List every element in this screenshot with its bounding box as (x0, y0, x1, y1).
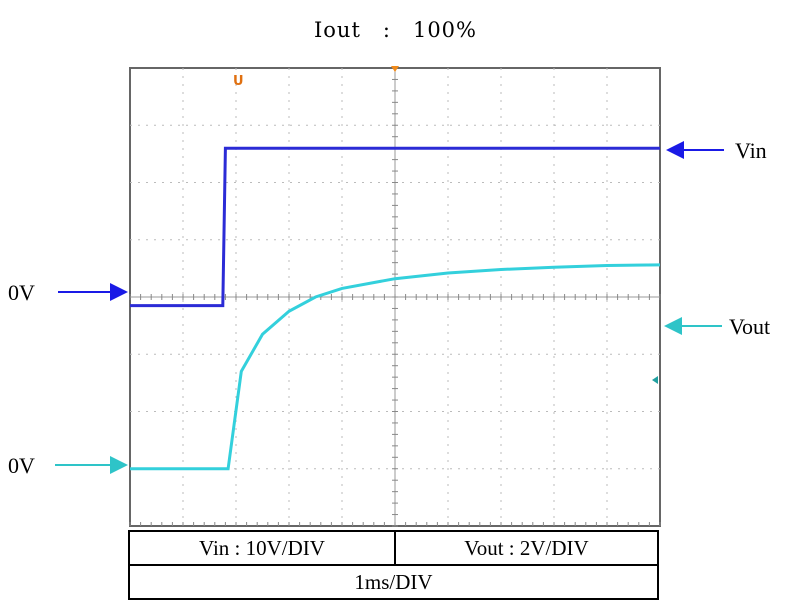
right-level-marker (652, 376, 658, 384)
trigger-label: U (233, 74, 244, 89)
vin-zero-label: 0V (8, 280, 35, 305)
vin-trace (130, 146, 660, 308)
vin-arrowhead (666, 141, 684, 159)
scale-table: Vin : 10V/DIV Vout : 2V/DIV 1ms/DIV (128, 530, 659, 600)
vin-label: Vin (735, 138, 767, 163)
trigger-top-marker (391, 66, 399, 72)
vout-trace (130, 263, 661, 471)
vout-arrowhead (664, 317, 682, 335)
time-scale: 1ms/DIV (128, 564, 659, 600)
oscilloscope-chart: U 0V 0V Vin Vout (8, 66, 770, 527)
chart-title: Iout : 100% (313, 18, 477, 42)
vout-zero-arrowhead (110, 456, 128, 474)
vin-scale: Vin : 10V/DIV (128, 530, 396, 566)
vout-zero-label: 0V (8, 453, 35, 478)
vin-zero-arrowhead (110, 283, 128, 301)
vout-label: Vout (729, 314, 770, 339)
center-ticks (129, 67, 661, 527)
vout-scale: Vout : 2V/DIV (394, 530, 659, 566)
